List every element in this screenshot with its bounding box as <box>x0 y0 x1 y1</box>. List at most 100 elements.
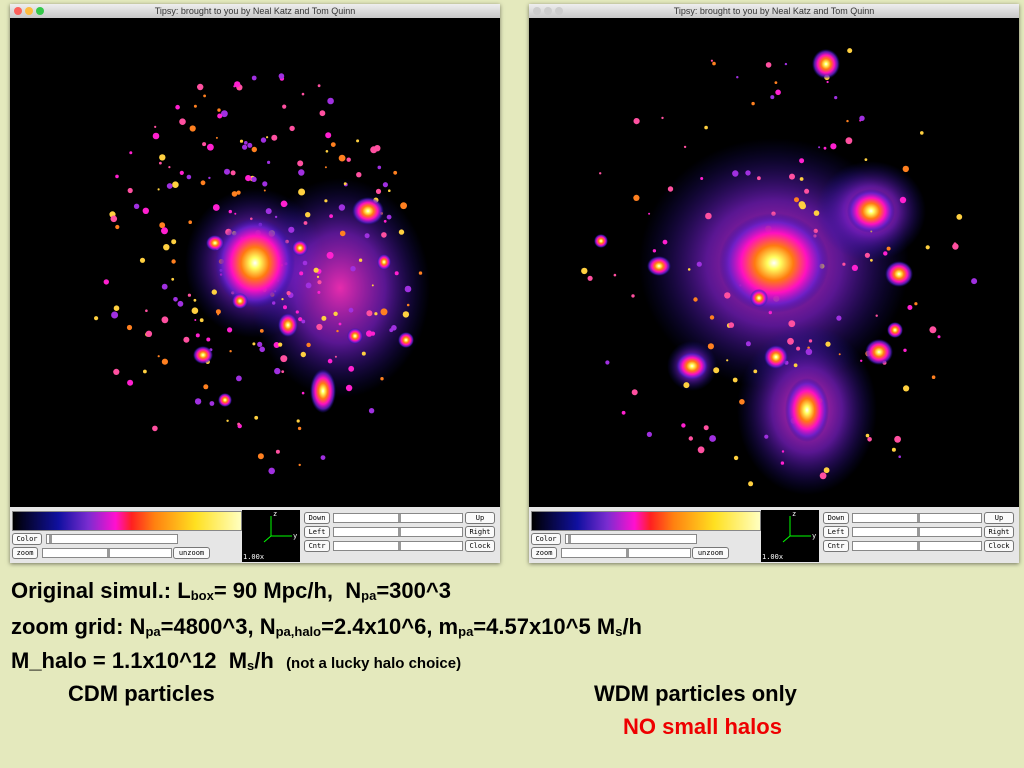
particle <box>200 180 206 186</box>
clock-button[interactable]: Clock <box>465 540 495 552</box>
particle <box>902 165 909 173</box>
zoom-button[interactable] <box>555 7 563 15</box>
particle <box>696 261 702 267</box>
slider[interactable] <box>333 541 463 551</box>
unzoom-button[interactable]: unzoom <box>692 547 729 559</box>
down-button[interactable]: Down <box>304 512 330 524</box>
clock-button[interactable]: Clock <box>984 540 1014 552</box>
particle <box>713 367 720 374</box>
slider-thumb[interactable] <box>49 535 52 543</box>
particle <box>398 229 405 235</box>
particle <box>804 188 810 194</box>
slider[interactable] <box>333 527 463 537</box>
subscript: pa,halo <box>275 624 322 639</box>
particle <box>920 131 924 135</box>
slider[interactable] <box>46 534 178 544</box>
unzoom-button[interactable]: unzoom <box>173 547 210 559</box>
particle <box>179 170 184 175</box>
particle <box>247 142 253 148</box>
particle <box>799 177 804 181</box>
left-button[interactable]: Left <box>304 526 330 538</box>
particle <box>203 384 209 390</box>
slider[interactable] <box>852 541 982 551</box>
particle <box>393 170 398 175</box>
particle <box>139 257 146 263</box>
particle <box>345 384 353 392</box>
particle <box>271 134 278 141</box>
right-button[interactable]: Right <box>984 526 1014 538</box>
zoom-button[interactable] <box>36 7 44 15</box>
slider-thumb[interactable] <box>398 514 401 522</box>
axis-label: z <box>792 510 797 518</box>
zoom-button[interactable]: zoom <box>12 547 38 559</box>
up-button[interactable]: Up <box>465 512 495 524</box>
particle <box>807 346 810 350</box>
cntr-button[interactable]: Cntr <box>823 540 849 552</box>
particle <box>282 104 287 109</box>
subscript: pa <box>145 624 161 639</box>
minimize-button[interactable] <box>25 7 33 15</box>
slider-thumb[interactable] <box>398 528 401 536</box>
caption-line: zoom grid: Npa=4800^3, Npa,halo=2.4x10^6… <box>11 614 642 640</box>
particle <box>317 290 321 294</box>
particle <box>327 97 334 105</box>
particle <box>206 337 211 342</box>
left-button[interactable]: Left <box>823 526 849 538</box>
particle <box>251 75 257 81</box>
particle <box>937 335 941 339</box>
down-button[interactable]: Down <box>823 512 849 524</box>
particle <box>971 278 978 285</box>
particle <box>142 207 149 214</box>
right-button[interactable]: Right <box>465 526 495 538</box>
particle <box>191 307 199 315</box>
particle <box>605 360 610 365</box>
slider-thumb[interactable] <box>917 528 920 536</box>
close-button[interactable] <box>533 7 541 15</box>
particle <box>230 170 236 176</box>
slider-thumb[interactable] <box>398 542 401 550</box>
particle <box>830 143 837 150</box>
slider[interactable] <box>565 534 697 544</box>
particle <box>633 194 640 201</box>
particle <box>805 348 813 356</box>
particle <box>159 222 166 229</box>
axis-gizmo <box>263 516 292 543</box>
color-button[interactable]: Color <box>12 533 42 545</box>
particle <box>317 84 321 88</box>
particle <box>298 463 301 467</box>
particle <box>161 316 169 324</box>
slider[interactable] <box>852 527 982 537</box>
halo <box>887 322 903 338</box>
up-button[interactable]: Up <box>984 512 1014 524</box>
particle <box>215 136 218 139</box>
slider[interactable] <box>333 513 463 523</box>
slider-thumb[interactable] <box>917 542 920 550</box>
particle <box>319 110 326 117</box>
slider[interactable] <box>42 548 172 558</box>
particle <box>324 199 328 203</box>
particle <box>217 113 223 119</box>
slider[interactable] <box>852 513 982 523</box>
particle <box>389 328 394 333</box>
slider-thumb[interactable] <box>917 514 920 522</box>
close-button[interactable] <box>14 7 22 15</box>
particle <box>825 341 831 347</box>
particle <box>646 431 652 437</box>
particle <box>652 249 657 253</box>
particle <box>728 322 735 328</box>
slider-thumb[interactable] <box>626 549 629 557</box>
color-button[interactable]: Color <box>531 533 561 545</box>
particle <box>297 160 304 167</box>
particle <box>168 166 171 169</box>
zoom-button[interactable]: zoom <box>531 547 557 559</box>
slider[interactable] <box>561 548 691 558</box>
minimize-button[interactable] <box>544 7 552 15</box>
particle <box>375 188 382 194</box>
slider-thumb[interactable] <box>568 535 571 543</box>
particle <box>251 176 257 182</box>
cntr-button[interactable]: Cntr <box>304 540 330 552</box>
colormap-bar <box>531 511 761 531</box>
particle <box>709 315 715 320</box>
slider-thumb[interactable] <box>107 549 110 557</box>
particle <box>208 176 211 180</box>
